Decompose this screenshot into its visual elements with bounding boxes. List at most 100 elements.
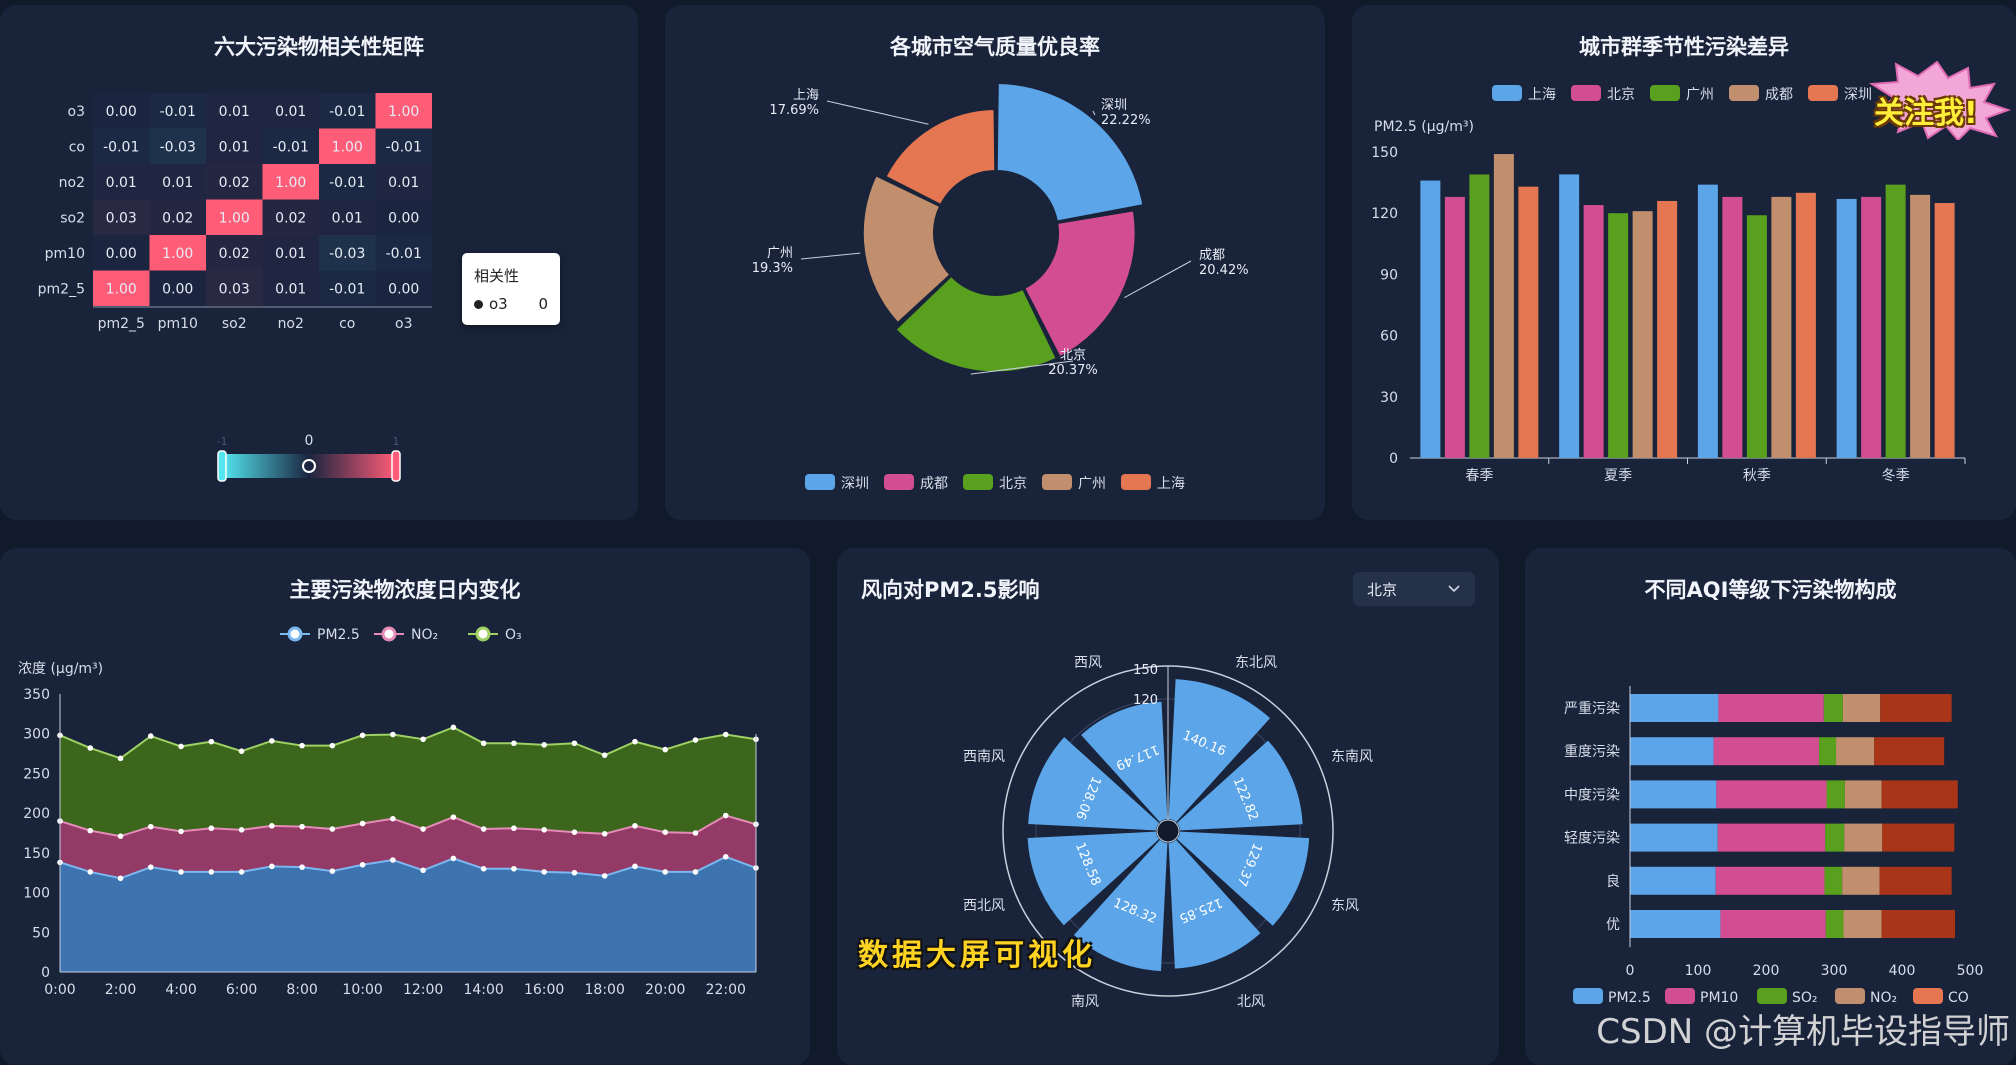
heatmap-cell xyxy=(149,199,206,235)
burst-icon xyxy=(1868,60,2012,142)
y-tick-label: 350 xyxy=(23,687,50,703)
data-point xyxy=(480,865,487,872)
rose-segment xyxy=(1073,839,1168,972)
aqi-bar-segment xyxy=(1717,823,1826,852)
pie-slice xyxy=(861,174,952,325)
pie-label-value: 17.69% xyxy=(769,103,819,118)
heatmap-cell-label: 0.01 xyxy=(388,175,419,191)
aqi-bar-segment xyxy=(1880,694,1952,722)
data-point xyxy=(692,737,699,743)
panel-title: 城市群季节性污染差异 xyxy=(1579,35,1789,59)
visual-map-max-label: 1 xyxy=(393,435,400,448)
heatmap-cell xyxy=(149,128,206,164)
data-point xyxy=(541,869,547,875)
heatmap-cell-label: 0.00 xyxy=(388,281,419,297)
heatmap-cell xyxy=(93,164,150,200)
wind-panel: 风向对PM2.5影响 北京 140.16 122.82 129.37 125.85 12… xyxy=(837,548,1499,1065)
legend-label: NO₂ xyxy=(1870,990,1897,1006)
y-tick-label: 重度污染 xyxy=(1564,744,1620,760)
y-axis-label: 浓度 (μg/m³) xyxy=(18,661,103,677)
legend-label: PM2.5 xyxy=(317,627,360,643)
aqi-bar-segment xyxy=(1844,823,1883,852)
pie-slice xyxy=(1022,209,1137,359)
legend-marker xyxy=(287,626,303,642)
legend-swatch xyxy=(1729,85,1759,101)
data-point xyxy=(87,745,94,751)
season-bar xyxy=(1771,196,1792,458)
heatmap-cell xyxy=(262,235,319,271)
season-bar-chart[interactable]: 0 30 60 90 120 150 PM2.5 (μg/m³) 春季 夏季 秋季 冬季 上海 北京 广州… xyxy=(1352,5,2016,520)
heatmap-cell xyxy=(375,235,432,271)
heatmap-cell-label: -0.03 xyxy=(329,246,365,262)
x-tick-label: 300 xyxy=(1821,963,1848,979)
data-point xyxy=(450,724,457,731)
rose-direction-label: 北风 xyxy=(1237,994,1265,1010)
data-point xyxy=(450,814,457,820)
x-tick-label: 6:00 xyxy=(226,982,257,998)
pie-label-name: 深圳 xyxy=(1101,98,1127,113)
heatmap-x-label: o3 xyxy=(395,316,412,332)
aqi-bar-segment xyxy=(1630,910,1721,938)
y-tick-label: 轻度污染 xyxy=(1564,831,1620,847)
data-point xyxy=(178,869,184,875)
season-bar xyxy=(1632,211,1653,458)
heatmap-cell-label: 0.02 xyxy=(275,210,306,226)
season-bar xyxy=(1697,184,1718,458)
aqi-bar-segment xyxy=(1881,780,1958,809)
data-point xyxy=(511,825,517,832)
data-point xyxy=(238,827,245,833)
area-fill xyxy=(60,727,756,837)
data-point xyxy=(359,820,366,827)
aqi-bar-segment xyxy=(1718,694,1824,722)
season-bar xyxy=(1934,203,1955,458)
y-tick-label: 0 xyxy=(1389,451,1398,467)
heatmap-cell-label: 1.00 xyxy=(162,246,193,262)
data-point xyxy=(511,740,517,747)
legend-swatch xyxy=(1650,85,1680,101)
y-tick-label: 优 xyxy=(1606,917,1620,933)
heatmap-cell xyxy=(149,235,206,271)
correlation-heatmap[interactable]: o3 0.00 -0.01 0.01 0.01 -0.01 1.00 co -0.01 -0.03… xyxy=(0,5,638,520)
legend-swatch xyxy=(963,474,993,490)
city-select[interactable]: 北京 xyxy=(1353,572,1475,606)
heatmap-cell-label: 1.00 xyxy=(106,281,137,297)
x-tick-label: 2:00 xyxy=(105,982,136,998)
x-tick-label: 20:00 xyxy=(645,982,685,998)
data-point xyxy=(208,738,215,745)
pie-label-value: 22.22% xyxy=(1101,113,1151,128)
data-point xyxy=(541,742,547,748)
diurnal-area-chart[interactable]: 0 50 100 150 200 250 300 350 浓度 (μg/m³) 0:00 2:00 4… xyxy=(0,548,810,1065)
data-point xyxy=(571,869,578,876)
heatmap-cell xyxy=(262,128,319,164)
watermark: CSDN @计算机毕设指导师 xyxy=(1596,1012,2010,1052)
rose-direction-label: 东南风 xyxy=(1331,749,1373,765)
heatmap-cell-label: 1.00 xyxy=(388,104,419,120)
aqi-bar-segment xyxy=(1630,866,1716,895)
tooltip-marker xyxy=(474,299,483,309)
heatmap-cell xyxy=(319,270,376,306)
aqi-panel: 不同AQI等级下污染物构成 严重污染 重度污染 中度污染 轻度污染良优 0 100 200 3… xyxy=(1525,548,2016,1065)
data-point xyxy=(722,731,729,738)
heatmap-x-label: co xyxy=(339,316,355,332)
visual-map-handle-right xyxy=(391,450,401,482)
heatmap-cell-label: 0.01 xyxy=(332,210,363,226)
data-point xyxy=(269,823,275,829)
legend-label: 广州 xyxy=(1686,87,1714,103)
rose-direction-label: 东风 xyxy=(1331,898,1359,914)
season-bar xyxy=(1836,198,1857,459)
season-bar xyxy=(1583,205,1604,458)
y-tick-label: 90 xyxy=(1380,267,1398,283)
wind-rose-chart[interactable]: 140.16122.82129.37125.85128.32128.58128.… xyxy=(837,548,1499,1065)
heatmap-cell xyxy=(206,128,263,164)
aqi-bar-segment xyxy=(1630,737,1714,766)
aqi-bar-segment xyxy=(1842,866,1880,895)
heatmap-cell xyxy=(319,235,376,271)
heatmap-cell xyxy=(262,93,319,129)
aqi-bar-segment xyxy=(1844,780,1882,809)
season-bar xyxy=(1795,192,1816,459)
legend-swatch xyxy=(1913,988,1943,1004)
heatmap-cell xyxy=(206,93,263,129)
x-tick-label: 100 xyxy=(1685,963,1712,979)
pie-chart[interactable]: 深圳22.22%成都20.42%北京20.37%广州19.3%上海17.69%深… xyxy=(665,5,1325,520)
